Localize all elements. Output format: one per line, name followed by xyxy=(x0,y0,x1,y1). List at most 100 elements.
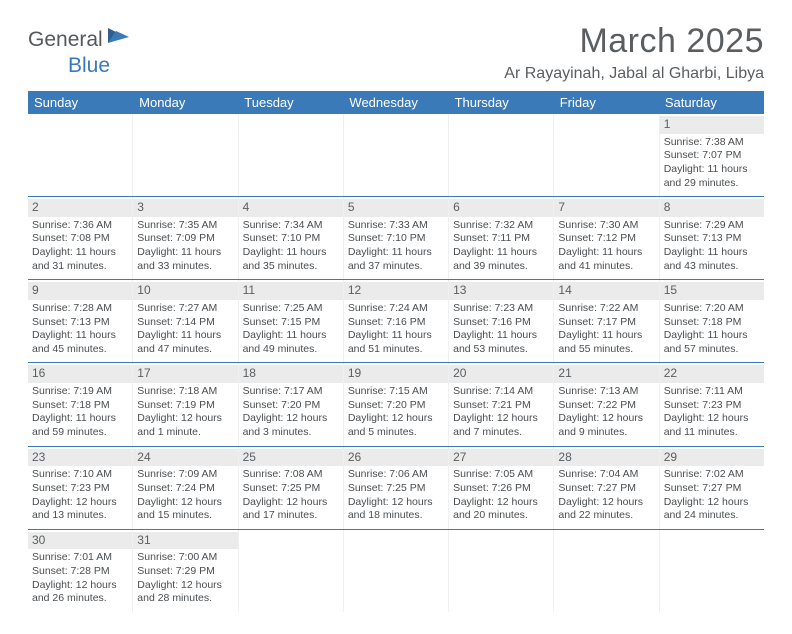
calendar-cell: 13Sunrise: 7:23 AMSunset: 7:16 PMDayligh… xyxy=(449,280,554,362)
day-header-row: SundayMondayTuesdayWednesdayThursdayFrid… xyxy=(28,91,764,114)
daylight-line: Daylight: 12 hours and 20 minutes. xyxy=(453,496,549,523)
calendar-week: 16Sunrise: 7:19 AMSunset: 7:18 PMDayligh… xyxy=(28,362,764,445)
header: General March 2025 Ar Rayayinah, Jabal a… xyxy=(28,22,764,83)
calendar-cell-empty xyxy=(344,114,449,196)
day-header: Saturday xyxy=(659,91,764,114)
daylight-line: Daylight: 11 hours and 59 minutes. xyxy=(32,412,128,439)
calendar-cell: 1Sunrise: 7:38 AMSunset: 7:07 PMDaylight… xyxy=(660,114,764,196)
logo-flag-icon xyxy=(107,27,131,50)
sunset-line: Sunset: 7:12 PM xyxy=(558,232,654,246)
logo-text-blue: Blue xyxy=(68,54,110,77)
sunset-line: Sunset: 7:17 PM xyxy=(558,316,654,330)
sunrise-line: Sunrise: 7:36 AM xyxy=(32,219,128,233)
daylight-line: Daylight: 11 hours and 49 minutes. xyxy=(243,329,339,356)
day-number: 2 xyxy=(28,199,132,217)
calendar-cell-empty xyxy=(449,114,554,196)
daylight-line: Daylight: 12 hours and 3 minutes. xyxy=(243,412,339,439)
sunrise-line: Sunrise: 7:29 AM xyxy=(664,219,760,233)
sunset-line: Sunset: 7:14 PM xyxy=(137,316,233,330)
day-number: 12 xyxy=(344,282,448,300)
calendar-cell: 10Sunrise: 7:27 AMSunset: 7:14 PMDayligh… xyxy=(133,280,238,362)
calendar-cell: 25Sunrise: 7:08 AMSunset: 7:25 PMDayligh… xyxy=(239,447,344,529)
day-number: 8 xyxy=(660,199,764,217)
day-number: 29 xyxy=(660,449,764,467)
day-number: 7 xyxy=(554,199,658,217)
day-number: 18 xyxy=(239,365,343,383)
sunrise-line: Sunrise: 7:01 AM xyxy=(32,551,128,565)
daylight-line: Daylight: 12 hours and 22 minutes. xyxy=(558,496,654,523)
sunrise-line: Sunrise: 7:20 AM xyxy=(664,302,760,316)
day-number: 14 xyxy=(554,282,658,300)
day-number: 5 xyxy=(344,199,448,217)
calendar-cell: 18Sunrise: 7:17 AMSunset: 7:20 PMDayligh… xyxy=(239,363,344,445)
day-header: Sunday xyxy=(28,91,133,114)
day-number: 23 xyxy=(28,449,132,467)
daylight-line: Daylight: 11 hours and 33 minutes. xyxy=(137,246,233,273)
sunrise-line: Sunrise: 7:13 AM xyxy=(558,385,654,399)
day-header: Monday xyxy=(133,91,238,114)
calendar-cell-empty xyxy=(133,114,238,196)
sunrise-line: Sunrise: 7:27 AM xyxy=(137,302,233,316)
calendar-week: 23Sunrise: 7:10 AMSunset: 7:23 PM Dayligh… xyxy=(28,446,764,529)
calendar-cell: 11Sunrise: 7:25 AMSunset: 7:15 PMDayligh… xyxy=(239,280,344,362)
calendar-cell: 28Sunrise: 7:04 AMSunset: 7:27 PMDayligh… xyxy=(554,447,659,529)
sunrise-line: Sunrise: 7:10 AM xyxy=(32,468,128,482)
calendar-cell: 31Sunrise: 7:00 AMSunset: 7:29 PMDayligh… xyxy=(133,530,238,612)
sunset-line: Sunset: 7:07 PM xyxy=(664,149,760,163)
calendar-cell: 6Sunrise: 7:32 AMSunset: 7:11 PMDaylight… xyxy=(449,197,554,279)
calendar-cell: 17Sunrise: 7:18 AMSunset: 7:19 PMDayligh… xyxy=(133,363,238,445)
daylight-line: Daylight: 12 hours and 1 minute. xyxy=(137,412,233,439)
calendar-cell: 22Sunrise: 7:11 AMSunset: 7:23 PMDayligh… xyxy=(660,363,764,445)
day-number: 24 xyxy=(133,449,237,467)
calendar-cell-empty xyxy=(239,114,344,196)
day-number: 1 xyxy=(660,116,764,134)
day-number: 21 xyxy=(554,365,658,383)
day-number: 16 xyxy=(28,365,132,383)
location: Ar Rayayinah, Jabal al Gharbi, Libya xyxy=(504,65,764,83)
day-number: 26 xyxy=(344,449,448,467)
title-block: March 2025 Ar Rayayinah, Jabal al Gharbi… xyxy=(504,22,764,83)
sunset-line: Sunset: 7:25 PM xyxy=(348,482,444,496)
calendar-cell-empty xyxy=(660,530,764,612)
sunset-line: Sunset: 7:11 PM xyxy=(453,232,549,246)
daylight-line: Daylight: 11 hours and 35 minutes. xyxy=(243,246,339,273)
sunrise-line: Sunrise: 7:04 AM xyxy=(558,468,654,482)
daylight-line: Daylight: 12 hours and 26 minutes. xyxy=(32,579,128,606)
sunset-line: Sunset: 7:09 PM xyxy=(137,232,233,246)
sunrise-line: Sunrise: 7:28 AM xyxy=(32,302,128,316)
calendar-cell-empty xyxy=(554,530,659,612)
sunset-line: Sunset: 7:18 PM xyxy=(32,399,128,413)
day-number: 6 xyxy=(449,199,553,217)
daylight-line: Daylight: 11 hours and 55 minutes. xyxy=(558,329,654,356)
calendar-cell-empty xyxy=(554,114,659,196)
sunset-line: Sunset: 7:21 PM xyxy=(453,399,549,413)
sunrise-line: Sunrise: 7:33 AM xyxy=(348,219,444,233)
calendar-cell: 9Sunrise: 7:28 AMSunset: 7:13 PMDaylight… xyxy=(28,280,133,362)
sunset-line: Sunset: 7:18 PM xyxy=(664,316,760,330)
calendar-week: 9Sunrise: 7:28 AMSunset: 7:13 PMDaylight… xyxy=(28,279,764,362)
sunrise-line: Sunrise: 7:38 AM xyxy=(664,136,760,150)
day-number: 31 xyxy=(133,532,237,550)
day-number: 19 xyxy=(344,365,448,383)
calendar-week: 1Sunrise: 7:38 AMSunset: 7:07 PMDaylight… xyxy=(28,114,764,196)
sunrise-line: Sunrise: 7:05 AM xyxy=(453,468,549,482)
sunrise-line: Sunrise: 7:19 AM xyxy=(32,385,128,399)
daylight-line: Daylight: 11 hours and 39 minutes. xyxy=(453,246,549,273)
calendar-cell: 2Sunrise: 7:36 AMSunset: 7:08 PMDaylight… xyxy=(28,197,133,279)
sunset-line: Sunset: 7:08 PM xyxy=(32,232,128,246)
sunset-line: Sunset: 7:23 PM xyxy=(32,482,128,496)
calendar-cell: 12Sunrise: 7:24 AMSunset: 7:16 PMDayligh… xyxy=(344,280,449,362)
calendar-cell: 20Sunrise: 7:14 AMSunset: 7:21 PMDayligh… xyxy=(449,363,554,445)
daylight-line: Daylight: 11 hours and 43 minutes. xyxy=(664,246,760,273)
sunrise-line: Sunrise: 7:06 AM xyxy=(348,468,444,482)
day-header: Friday xyxy=(554,91,659,114)
sunrise-line: Sunrise: 7:24 AM xyxy=(348,302,444,316)
sunrise-line: Sunrise: 7:15 AM xyxy=(348,385,444,399)
day-number: 11 xyxy=(239,282,343,300)
day-header: Tuesday xyxy=(238,91,343,114)
calendar-week: 30Sunrise: 7:01 AMSunset: 7:28 PMDayligh… xyxy=(28,529,764,612)
sunrise-line: Sunrise: 7:02 AM xyxy=(664,468,760,482)
day-number: 17 xyxy=(133,365,237,383)
calendar-cell: 26Sunrise: 7:06 AMSunset: 7:25 PMDayligh… xyxy=(344,447,449,529)
day-number: 27 xyxy=(449,449,553,467)
